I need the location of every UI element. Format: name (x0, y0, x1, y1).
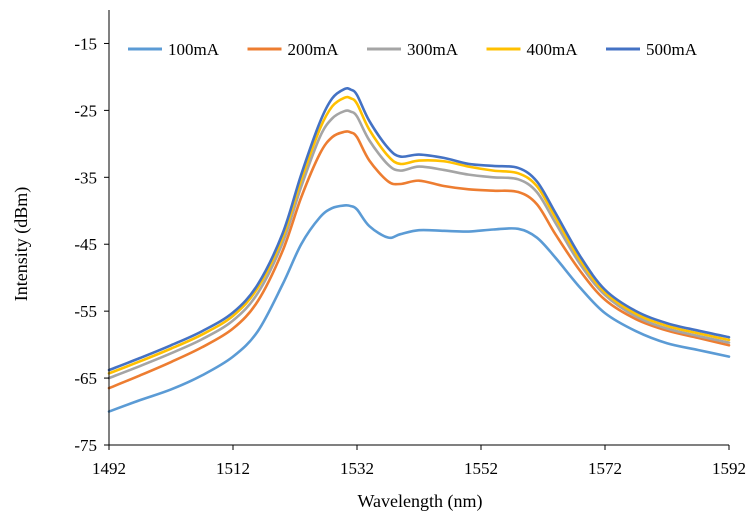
legend-label-500mA: 500mA (646, 40, 698, 59)
y-axis-title: Intensity (dBm) (11, 187, 32, 302)
ticks-group: -15 -25 -35 -45 -55 -65 -75 1492 1512 1532 1552 157… (74, 34, 746, 478)
y-tick-label: -75 (74, 436, 97, 455)
series-line-500mA (107, 86, 731, 372)
series-line-300mA (107, 109, 731, 380)
legend-label-200mA: 200mA (288, 40, 340, 59)
y-tick-label: -35 (74, 168, 97, 187)
x-axis-title: Wavelength (nm) (357, 491, 482, 512)
x-tick-label: 1552 (464, 459, 498, 478)
legend: 100mA 200mA 300mA 400mA 500mA (128, 40, 698, 59)
axes-group (108, 10, 729, 446)
y-tick-label: -55 (74, 302, 97, 321)
series-line-200mA (107, 130, 731, 390)
x-tick-label: 1592 (712, 459, 746, 478)
y-tick-label: -25 (74, 101, 97, 120)
x-tick-label: 1512 (216, 459, 250, 478)
y-tick-label: -45 (74, 235, 97, 254)
legend-label-100mA: 100mA (168, 40, 220, 59)
y-tick-label: -65 (74, 369, 97, 388)
legend-label-300mA: 300mA (407, 40, 459, 59)
x-tick-label: 1492 (92, 459, 126, 478)
series-line-400mA (107, 95, 731, 375)
series-line-100mA (107, 203, 731, 413)
x-tick-label: 1572 (588, 459, 622, 478)
legend-label-400mA: 400mA (527, 40, 579, 59)
x-tick-label: 1532 (340, 459, 374, 478)
y-tick-label: -15 (74, 34, 97, 53)
plot-series-group (107, 86, 731, 413)
